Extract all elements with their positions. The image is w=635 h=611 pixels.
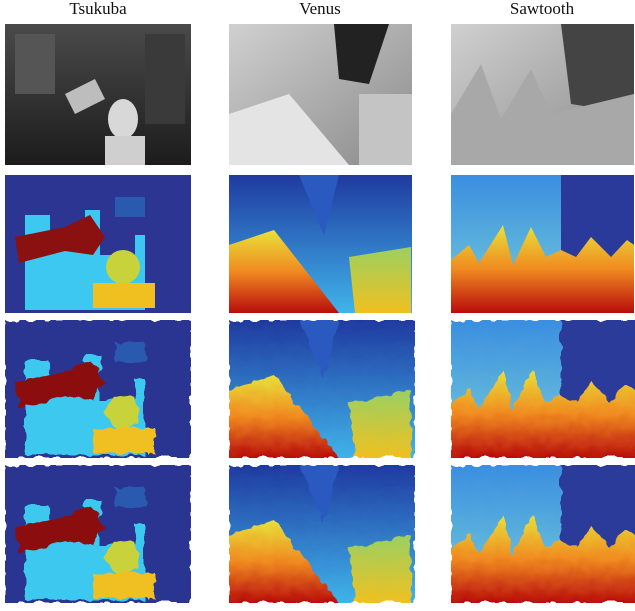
ground-truth [229, 175, 415, 313]
input-image [229, 24, 412, 165]
input-image [5, 24, 191, 165]
column-title: Sawtooth [510, 0, 575, 18]
disparity-result [451, 465, 635, 603]
disparity-result [5, 320, 191, 458]
ground-truth [5, 175, 191, 313]
column-title: Venus [299, 0, 341, 18]
disparity-result [451, 320, 635, 458]
ground-truth [451, 175, 635, 313]
disparity-result [229, 320, 415, 458]
disparity-result [5, 465, 191, 603]
input-image [451, 24, 634, 165]
column-title: Tsukuba [69, 0, 127, 18]
figure: Tsukuba Venus Sawtooth [0, 0, 635, 606]
disparity-result [229, 465, 415, 603]
